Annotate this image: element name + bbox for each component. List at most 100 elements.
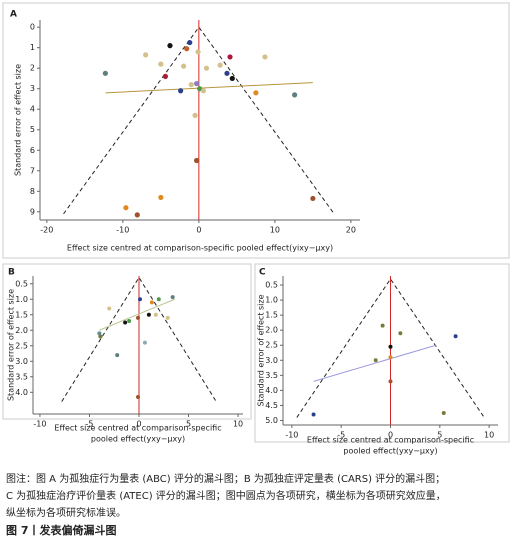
study-point	[193, 157, 200, 164]
y-tick-label: 5	[30, 125, 35, 134]
y-tick-label: 8	[30, 187, 35, 196]
study-point	[388, 355, 393, 360]
fit-line	[105, 82, 313, 94]
y-tick-label: 0	[30, 23, 35, 32]
study-point	[310, 195, 316, 202]
panel-frame	[254, 263, 510, 443]
panel-label: A	[10, 10, 17, 20]
y-tick-label: 4.5	[265, 401, 278, 410]
study-point	[188, 82, 194, 88]
study-point	[102, 70, 108, 76]
y-tick-label: 6	[30, 146, 35, 155]
fit-line	[313, 344, 437, 382]
study-point	[262, 54, 268, 60]
study-point	[227, 54, 233, 60]
x-tick-label: -20	[40, 226, 53, 235]
study-point	[187, 39, 193, 46]
study-point	[167, 43, 173, 49]
study-point	[162, 73, 169, 80]
study-point	[98, 334, 103, 339]
study-point	[158, 61, 164, 67]
study-point	[217, 62, 223, 68]
figure-title: 图 7丨发表偏倚漏斗图	[6, 523, 116, 537]
study-point	[127, 318, 132, 323]
study-point	[193, 80, 200, 87]
x-tick-label: -5	[337, 431, 345, 440]
y-tick-label: 7	[30, 166, 35, 175]
study-point	[441, 410, 446, 415]
x-tick-label: -5	[85, 420, 93, 429]
y-tick-label: 1.0	[265, 296, 278, 305]
study-point	[156, 297, 161, 302]
y-tick-label: 1.5	[265, 311, 278, 320]
study-point	[107, 306, 112, 311]
study-point	[373, 358, 378, 363]
y-tick-label: 2.0	[15, 326, 28, 335]
x-tick-label: 10	[270, 226, 280, 235]
y-tick-label: 5.0	[265, 416, 278, 425]
study-point	[136, 315, 140, 320]
x-tick-label: 5	[186, 420, 191, 429]
y-tick-label: 1.0	[15, 295, 28, 304]
study-point	[388, 344, 393, 349]
x-axis-label: pooled effect(yxy−μxy)	[343, 447, 437, 456]
x-axis-label: Effect size centred at comparison-specif…	[307, 436, 474, 445]
study-point	[292, 92, 298, 98]
study-point	[224, 70, 230, 76]
study-point	[143, 52, 149, 58]
x-tick-label: 10	[484, 431, 494, 440]
study-point	[195, 49, 201, 55]
y-tick-label: 4.0	[15, 388, 28, 397]
x-axis-label: Effect size centred at comparison-specif…	[67, 244, 333, 253]
y-tick-label: 2.5	[265, 341, 278, 350]
study-point	[200, 88, 207, 94]
x-tick-label: 5	[437, 431, 442, 440]
y-tick-label: 0.5	[15, 279, 28, 288]
y-axis-label: Standard error of effect size	[14, 64, 23, 176]
study-point	[134, 212, 140, 218]
panel-frame	[2, 263, 252, 420]
y-axis-label: Standard error of effect size	[257, 294, 266, 406]
study-point	[136, 394, 140, 399]
panel-label: B	[8, 268, 15, 278]
x-axis-label: pooled effect(yxy−μxy)	[91, 435, 185, 444]
x-tick-label: -10	[116, 226, 129, 235]
study-point	[97, 331, 102, 336]
study-point	[137, 297, 142, 302]
study-point	[142, 340, 147, 345]
study-point	[170, 295, 175, 300]
study-point	[158, 194, 164, 201]
study-point	[192, 112, 198, 118]
x-tick-label: 0	[196, 226, 201, 235]
y-tick-label: 3	[30, 84, 35, 93]
y-tick-label: 3.0	[15, 357, 28, 366]
x-tick-label: 0	[136, 420, 141, 429]
study-point	[229, 75, 235, 82]
y-tick-label: 2.0	[265, 326, 278, 335]
study-point	[253, 90, 259, 96]
study-point	[311, 412, 316, 417]
study-point	[149, 300, 154, 305]
y-tick-label: 0.5	[265, 281, 278, 290]
study-point	[398, 331, 403, 336]
study-point	[197, 86, 203, 92]
y-tick-label: 3.5	[265, 371, 278, 380]
x-tick-label: 20	[346, 226, 356, 235]
study-point	[453, 334, 458, 339]
panel-frame	[2, 2, 510, 259]
x-axis-label: Effect size centred at comparison-specif…	[54, 424, 221, 433]
study-point	[123, 205, 129, 211]
y-axis-label: Standard error of effect size	[7, 289, 16, 401]
study-point	[123, 320, 128, 325]
fit-line	[99, 298, 175, 331]
caption-line: 图注：图 A 为孤独症行为量表 (ABC) 评分的漏斗图；B 为孤独症评定量表 …	[6, 472, 445, 485]
x-tick-label: 0	[388, 431, 393, 440]
study-point	[184, 46, 190, 52]
study-point	[178, 88, 184, 94]
study-point	[115, 353, 120, 358]
y-tick-label: 4	[30, 105, 35, 114]
study-point	[203, 65, 210, 71]
x-tick-label: -10	[33, 420, 46, 429]
y-tick-label: 1.5	[15, 310, 28, 319]
